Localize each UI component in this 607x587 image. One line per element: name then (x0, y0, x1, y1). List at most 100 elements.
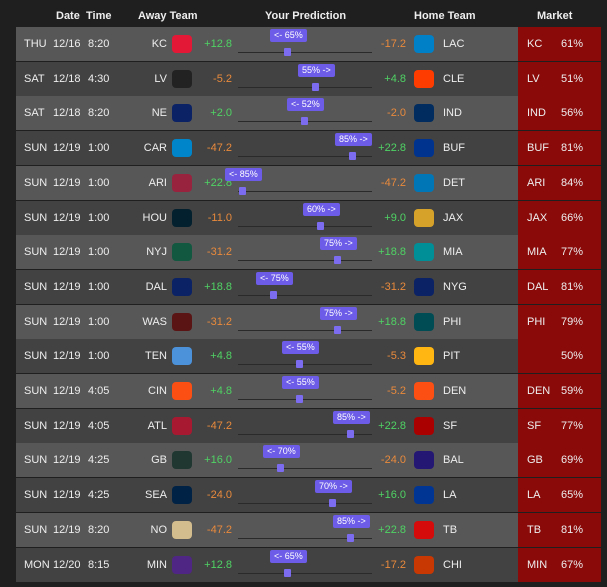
time: 4:25 (88, 489, 110, 502)
away-team: NO (150, 523, 168, 536)
date: 12/18 (53, 72, 81, 85)
away-team: CAR (143, 142, 167, 155)
time: 4:05 (88, 385, 110, 397)
market-cell: BUF 81% (518, 131, 601, 166)
home-score: +16.0 (378, 489, 406, 502)
time: 4:30 (88, 72, 110, 85)
time: 1:00 (88, 142, 110, 155)
home-team: LAC (443, 38, 465, 50)
header-market: Market (537, 10, 573, 22)
market-cell: GB 69% (518, 443, 601, 478)
time: 8:20 (88, 523, 110, 536)
time: 4:05 (88, 419, 110, 432)
market-team: KC (527, 38, 543, 50)
prediction-label: 75% -> (320, 237, 357, 251)
date: 12/19 (53, 454, 81, 467)
header-away: Away Team (138, 10, 198, 22)
market-team: MIA (527, 246, 547, 259)
away-score: +2.0 (210, 107, 232, 120)
market-team: PHI (527, 315, 546, 328)
table-row: SUN 12/19 1:00 TEN +4.8 <- 55% -5.3 PIT 50% (16, 339, 601, 374)
date: 12/19 (53, 142, 81, 155)
day: SUN (24, 280, 48, 293)
home-score: -31.2 (380, 280, 406, 293)
slider-handle (239, 186, 246, 195)
away-score: +4.8 (210, 350, 232, 363)
slider-handle (349, 152, 356, 161)
prediction-label: <- 65% (270, 29, 307, 42)
away-score: -11.0 (207, 211, 232, 224)
home-team: JAX (443, 211, 464, 224)
market-pct: 81% (561, 280, 584, 293)
date: 12/19 (53, 385, 81, 397)
day: SUN (24, 142, 48, 155)
table-row: SUN 12/19 4:25 GB +16.0 <- 70% -24.0 BAL GB 69% (16, 443, 601, 478)
slider-track (238, 156, 372, 158)
home-logo (414, 312, 434, 331)
time: 1:00 (88, 176, 110, 189)
time: 8:20 (88, 38, 110, 50)
slider-handle (270, 290, 277, 299)
day: SUN (24, 489, 48, 502)
home-team: CHI (443, 558, 462, 571)
market-cell: 50% (518, 339, 601, 374)
slider-track (238, 503, 372, 505)
home-score: +22.8 (378, 419, 406, 432)
prediction-label: 85% -> (335, 133, 372, 147)
away-logo (172, 277, 192, 296)
market-cell: KC 61% (518, 27, 601, 61)
away-team: HOU (142, 211, 167, 224)
home-logo (414, 486, 434, 505)
market-pct: 61% (561, 38, 584, 50)
market-cell: DEN 59% (518, 374, 601, 408)
away-score: -47.2 (206, 419, 232, 432)
market-pct: 84% (561, 176, 584, 189)
date: 12/19 (53, 315, 81, 328)
slider-handle (296, 395, 303, 403)
table-row: SUN 12/19 4:05 CIN +4.8 <- 55% -5.2 DEN DEN 59% (16, 374, 601, 408)
slider-track (238, 364, 372, 366)
market-team: TB (527, 523, 542, 536)
slider-handle (312, 82, 319, 91)
slider-track (238, 329, 372, 331)
away-team: MIN (146, 558, 167, 571)
table-row: SUN 12/19 1:00 NYJ -31.2 75% -> +18.8 MIA MIA 77% (16, 235, 601, 270)
slider-track (238, 225, 372, 227)
time: 8:15 (88, 558, 110, 571)
home-score: -5.2 (387, 385, 406, 397)
away-score: +18.8 (204, 280, 232, 293)
away-team: NYJ (146, 246, 167, 259)
home-logo (414, 416, 434, 435)
market-team: BUF (527, 142, 549, 155)
home-team: BAL (443, 454, 464, 467)
slider-handle (296, 360, 303, 369)
home-score: +22.8 (378, 523, 406, 536)
table-row: SUN 12/19 4:05 ATL -47.2 85% -> +22.8 SF SF 77% (16, 408, 601, 443)
slider-track (238, 260, 372, 262)
away-logo (172, 312, 192, 331)
prediction-label: <- 52% (287, 98, 324, 112)
away-score: +12.8 (204, 38, 232, 50)
prediction-label: <- 65% (270, 549, 307, 563)
date: 12/19 (53, 211, 81, 224)
away-logo (172, 347, 192, 366)
away-team: NE (151, 107, 167, 120)
market-team: DAL (527, 280, 549, 293)
table-row: SUN 12/19 1:00 DAL +18.8 <- 75% -31.2 NYG DAL 81% (16, 269, 601, 304)
home-team: NYG (443, 280, 467, 293)
home-score: -17.2 (380, 558, 406, 571)
market-team: SF (527, 419, 542, 432)
slider-track (238, 433, 372, 435)
home-team: PIT (443, 350, 461, 363)
home-score: +22.8 (378, 142, 406, 155)
away-score: -31.2 (206, 246, 232, 259)
header-time: Time (86, 10, 112, 22)
market-cell: JAX 66% (518, 200, 601, 235)
prediction-label: 75% -> (320, 306, 357, 320)
slider-handle (284, 568, 291, 577)
market-cell: TB 81% (518, 512, 601, 547)
away-logo (172, 243, 192, 262)
day: SUN (24, 454, 48, 467)
date: 12/19 (53, 176, 81, 189)
